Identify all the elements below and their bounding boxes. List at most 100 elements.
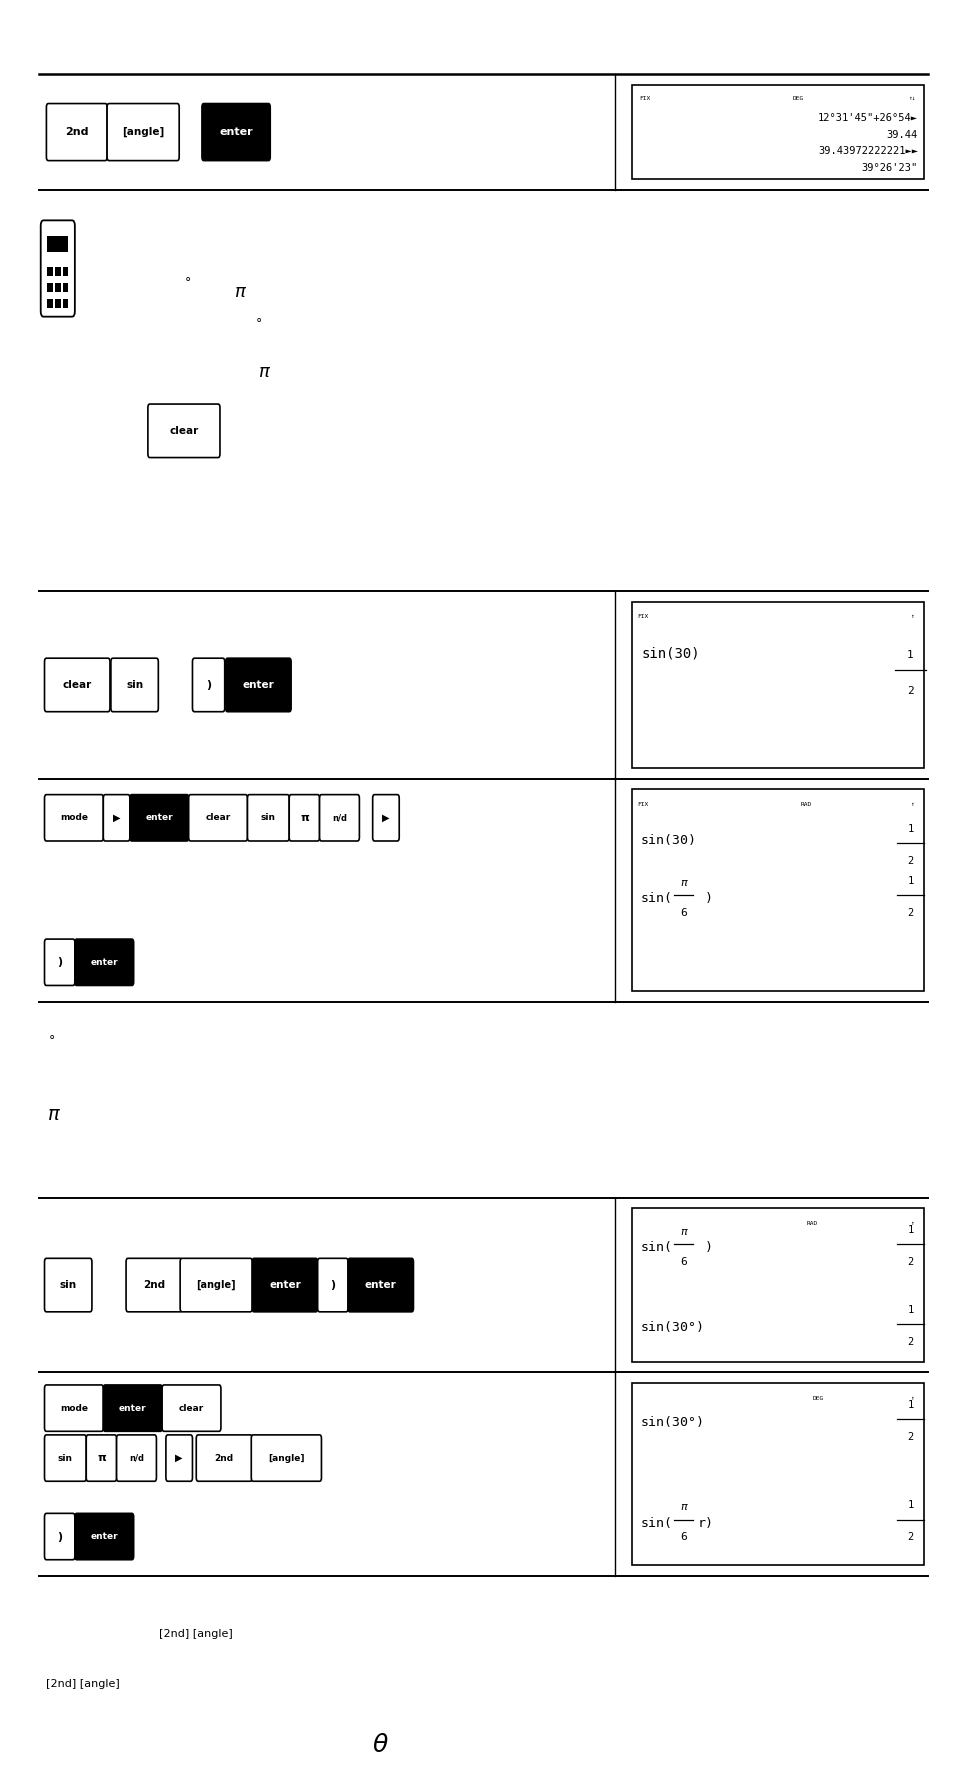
- Text: [angle]: [angle]: [122, 127, 164, 138]
- Text: ): ): [704, 1242, 712, 1254]
- Text: ↑: ↑: [909, 614, 913, 619]
- Text: 2: 2: [906, 1431, 913, 1442]
- Text: DEG: DEG: [812, 1395, 823, 1401]
- FancyBboxPatch shape: [116, 1435, 156, 1481]
- Bar: [48, 236, 69, 252]
- Text: [2nd] [angle]: [2nd] [angle]: [47, 1680, 120, 1689]
- Text: 39.44: 39.44: [886, 131, 917, 140]
- Text: 12°31'45"+26°54►: 12°31'45"+26°54►: [817, 113, 917, 123]
- FancyBboxPatch shape: [45, 939, 74, 986]
- Text: ): ): [57, 1531, 62, 1542]
- Text: ): ): [704, 893, 712, 905]
- Text: 1: 1: [906, 649, 913, 660]
- FancyBboxPatch shape: [86, 1435, 116, 1481]
- Text: sin(30°): sin(30°): [640, 1322, 704, 1335]
- FancyBboxPatch shape: [373, 794, 398, 841]
- Text: mode: mode: [60, 814, 88, 823]
- FancyBboxPatch shape: [252, 1258, 317, 1311]
- Bar: [631, 1208, 923, 1361]
- Text: sin: sin: [58, 1454, 72, 1463]
- FancyBboxPatch shape: [130, 794, 189, 841]
- Bar: [631, 1383, 923, 1565]
- Text: n/d: n/d: [129, 1454, 144, 1463]
- FancyBboxPatch shape: [226, 658, 291, 712]
- Bar: [63, 267, 69, 276]
- FancyBboxPatch shape: [319, 794, 359, 841]
- Text: sin: sin: [126, 680, 143, 691]
- Text: ): ): [57, 957, 62, 968]
- Text: sin(30): sin(30): [640, 834, 697, 846]
- Text: π: π: [679, 878, 686, 887]
- FancyBboxPatch shape: [180, 1258, 252, 1311]
- FancyBboxPatch shape: [107, 104, 179, 161]
- Text: 6: 6: [679, 1258, 686, 1267]
- FancyBboxPatch shape: [45, 658, 110, 712]
- FancyBboxPatch shape: [45, 1513, 74, 1560]
- FancyBboxPatch shape: [202, 104, 270, 161]
- Text: π: π: [679, 1503, 686, 1512]
- Text: 2nd: 2nd: [65, 127, 89, 138]
- Text: 1: 1: [906, 823, 913, 834]
- Text: ↑: ↑: [909, 1220, 913, 1225]
- Text: RAD: RAD: [806, 1220, 818, 1225]
- Text: 6: 6: [679, 909, 686, 918]
- Text: clear: clear: [205, 814, 231, 823]
- FancyBboxPatch shape: [289, 794, 319, 841]
- Text: enter: enter: [219, 127, 253, 138]
- FancyBboxPatch shape: [74, 939, 133, 986]
- Text: clear: clear: [179, 1404, 204, 1413]
- FancyBboxPatch shape: [247, 794, 289, 841]
- FancyBboxPatch shape: [193, 658, 225, 712]
- Text: sin(30°): sin(30°): [640, 1415, 704, 1429]
- Text: sin(30): sin(30): [640, 646, 699, 660]
- Text: enter: enter: [91, 1531, 118, 1540]
- Text: 1: 1: [906, 1304, 913, 1315]
- Text: enter: enter: [269, 1281, 300, 1290]
- Text: sin: sin: [260, 814, 275, 823]
- Text: DEG: DEG: [791, 95, 802, 100]
- Text: 39°26'23": 39°26'23": [861, 163, 917, 174]
- Text: π: π: [299, 812, 309, 823]
- Bar: [63, 299, 69, 308]
- FancyBboxPatch shape: [45, 1385, 103, 1431]
- FancyBboxPatch shape: [189, 794, 247, 841]
- FancyBboxPatch shape: [103, 794, 130, 841]
- Bar: [631, 789, 923, 991]
- FancyBboxPatch shape: [348, 1258, 413, 1311]
- Text: sin: sin: [60, 1281, 76, 1290]
- Text: n/d: n/d: [332, 814, 347, 823]
- Text: ▶: ▶: [175, 1453, 183, 1463]
- Text: 2: 2: [906, 1258, 913, 1267]
- Text: mode: mode: [60, 1404, 88, 1413]
- Text: 2: 2: [906, 855, 913, 866]
- Text: sin(: sin(: [640, 1242, 673, 1254]
- Text: FIX: FIX: [639, 95, 650, 100]
- Text: 1: 1: [906, 1399, 913, 1410]
- Text: °: °: [255, 317, 262, 331]
- Text: 6: 6: [679, 1533, 686, 1542]
- Text: sin(: sin(: [640, 893, 673, 905]
- Text: enter: enter: [145, 814, 172, 823]
- Text: 2nd: 2nd: [214, 1454, 233, 1463]
- FancyBboxPatch shape: [111, 658, 158, 712]
- Text: r): r): [698, 1517, 713, 1530]
- Text: ): ): [330, 1281, 335, 1290]
- Text: ▶: ▶: [112, 812, 120, 823]
- FancyBboxPatch shape: [45, 794, 103, 841]
- Bar: [55, 267, 61, 276]
- Text: °: °: [184, 276, 191, 290]
- FancyBboxPatch shape: [166, 1435, 193, 1481]
- Text: ↑↓: ↑↓: [907, 95, 915, 100]
- Text: [angle]: [angle]: [268, 1454, 304, 1463]
- Text: ): ): [206, 680, 211, 691]
- Text: 2nd: 2nd: [143, 1281, 165, 1290]
- Text: enter: enter: [91, 957, 118, 966]
- FancyBboxPatch shape: [103, 1385, 162, 1431]
- Text: clear: clear: [169, 426, 198, 437]
- Text: π: π: [258, 363, 269, 381]
- Text: π: π: [97, 1453, 106, 1463]
- Text: clear: clear: [63, 680, 91, 691]
- Text: 39.43972222221►►: 39.43972222221►►: [817, 147, 917, 156]
- Text: 2: 2: [906, 1336, 913, 1347]
- FancyBboxPatch shape: [196, 1435, 252, 1481]
